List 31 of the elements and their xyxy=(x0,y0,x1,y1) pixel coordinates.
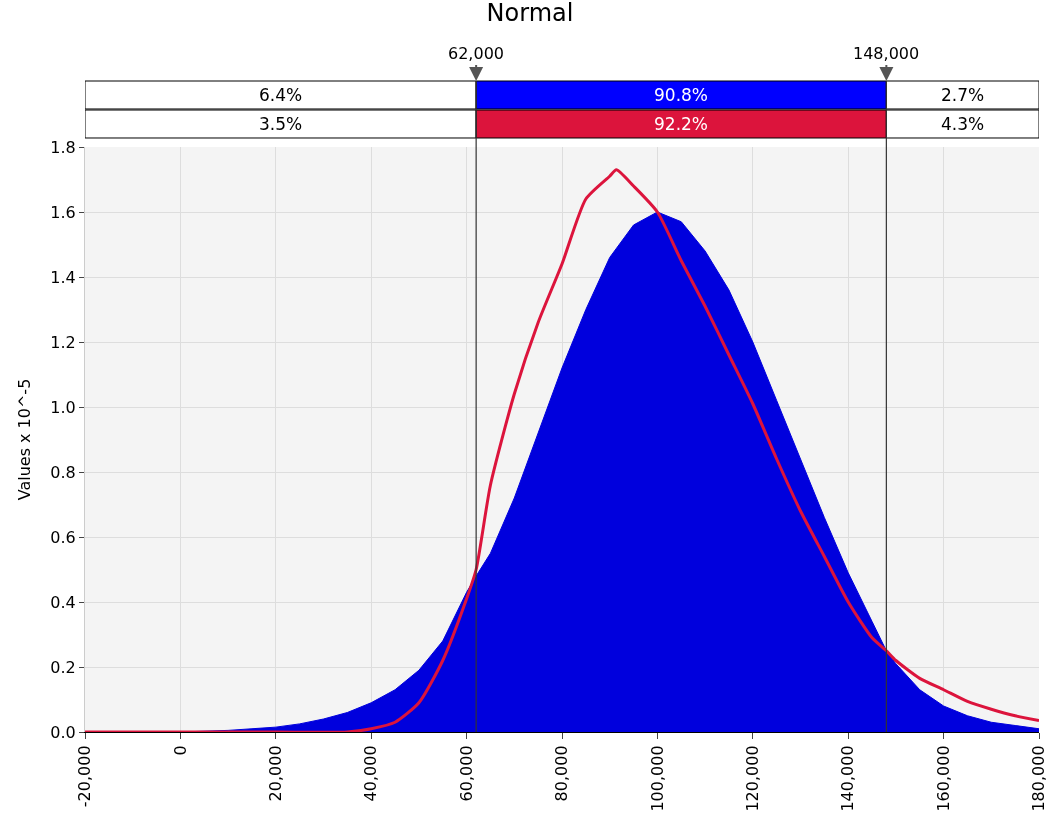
y-axis-title: Values x 10^-5 xyxy=(15,378,35,501)
x-tick-label: 0 xyxy=(170,745,190,756)
y-tick-label: 1.2 xyxy=(50,332,76,352)
text: 2.7% xyxy=(941,85,985,105)
x-tick-label: 180,000 xyxy=(1029,745,1049,812)
text: 92.2% xyxy=(654,114,709,134)
x-tick-label: 100,000 xyxy=(647,745,667,812)
y-tick-label: 0.0 xyxy=(50,722,76,742)
x-tick-label: 20,000 xyxy=(266,745,285,802)
y-tick-label: 0.2 xyxy=(50,657,76,677)
text: 3.5% xyxy=(259,114,303,134)
text: 90.8% xyxy=(654,85,709,105)
y-tick-label: 1.0 xyxy=(50,397,76,417)
text: 4.3% xyxy=(941,114,985,134)
y-tick-label: 0.8 xyxy=(50,462,76,482)
ref-line-label: 62,000 xyxy=(448,44,504,63)
x-tick-label: 60,000 xyxy=(456,745,476,802)
x-tick-label: 120,000 xyxy=(743,745,762,812)
x-tick-label: 160,000 xyxy=(933,745,953,812)
y-tick-label: 1.6 xyxy=(50,202,76,222)
y-tick-label: 1.4 xyxy=(50,267,76,287)
ref-line-label: 148,000 xyxy=(853,44,920,63)
text: 6.4% xyxy=(259,85,303,105)
x-tick-label: 140,000 xyxy=(838,745,858,812)
chart-title: Normal xyxy=(486,0,574,27)
x-tick-label: 80,000 xyxy=(552,745,572,802)
y-tick-label: 0.6 xyxy=(50,527,76,547)
x-tick-label: -20,000 xyxy=(75,745,95,808)
y-tick-label: 0.4 xyxy=(50,592,76,612)
y-tick-label: 1.8 xyxy=(50,137,76,157)
x-tick-label: 40,000 xyxy=(361,745,381,802)
